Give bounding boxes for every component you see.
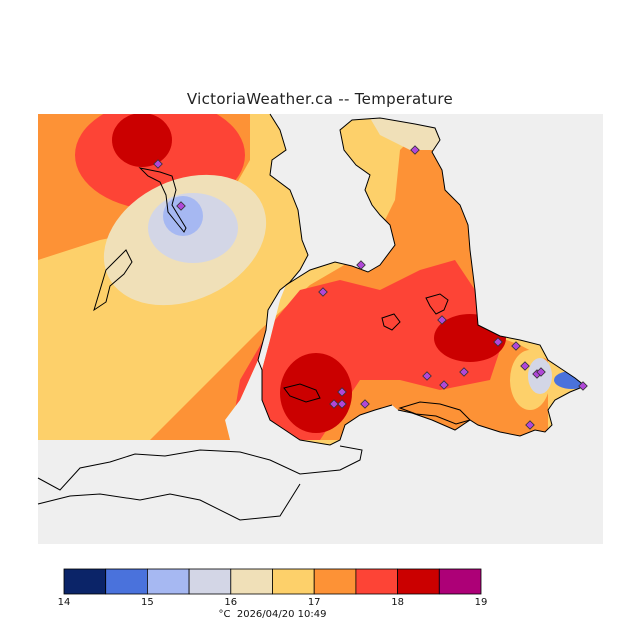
unit-label: °C bbox=[218, 609, 231, 620]
map-title: VictoriaWeather.ca -- Temperature bbox=[186, 90, 454, 108]
station-marker bbox=[356, 260, 366, 270]
legend-tick-label: 15 bbox=[141, 597, 154, 608]
coastlines bbox=[37, 113, 586, 521]
legend-footer: °C 2026/04/20 10:49 bbox=[0, 609, 545, 620]
station-marker bbox=[360, 399, 370, 409]
station-marker bbox=[410, 145, 420, 155]
legend-bin bbox=[355, 568, 398, 595]
station-marker bbox=[459, 367, 469, 377]
timestamp: 2026/04/20 10:49 bbox=[236, 609, 327, 620]
station-marker bbox=[511, 341, 521, 351]
legend-tick-label: 19 bbox=[474, 597, 488, 608]
station-marker bbox=[176, 201, 186, 211]
legend-bin bbox=[313, 568, 357, 595]
station-marker bbox=[493, 337, 503, 347]
legend-bin bbox=[105, 568, 148, 595]
legend-tick-label: 17 bbox=[307, 597, 321, 608]
station-marker bbox=[153, 159, 163, 169]
legend-bin bbox=[146, 568, 190, 595]
station-marker bbox=[520, 361, 530, 371]
station-marker bbox=[337, 399, 347, 409]
station-marker bbox=[578, 381, 588, 391]
station-marker bbox=[525, 420, 535, 430]
station-marker bbox=[439, 380, 449, 390]
legend-bin bbox=[272, 568, 315, 595]
station-marker bbox=[536, 367, 546, 377]
station-markers bbox=[153, 145, 588, 430]
legend-tick-label: 18 bbox=[391, 597, 404, 608]
legend-bin bbox=[230, 568, 273, 595]
legend-bin bbox=[438, 568, 482, 595]
legend-tick-label: 14 bbox=[57, 597, 71, 608]
color-legend bbox=[63, 568, 482, 595]
station-marker bbox=[337, 387, 347, 397]
station-marker bbox=[437, 315, 447, 325]
legend-bin bbox=[63, 568, 107, 595]
station-marker bbox=[329, 399, 339, 409]
station-marker bbox=[318, 287, 328, 297]
legend-bin bbox=[397, 568, 440, 595]
legend-bin bbox=[188, 568, 232, 595]
station-marker bbox=[422, 371, 432, 381]
legend-tick-label: 16 bbox=[224, 597, 238, 608]
